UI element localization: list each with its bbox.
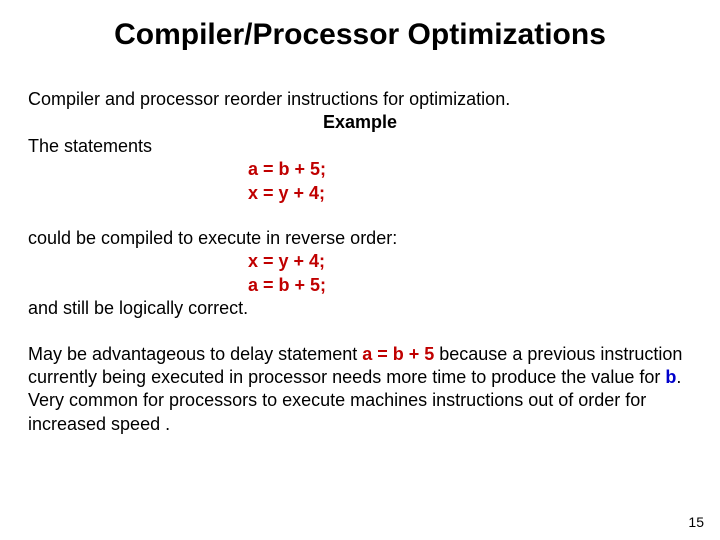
could-be-line: could be compiled to execute in reverse … <box>28 227 692 250</box>
and-still-line: and still be logically correct. <box>28 297 692 320</box>
page-number: 15 <box>688 514 704 530</box>
slide-container: Compiler/Processor Optimizations Compile… <box>0 0 720 540</box>
slide-title: Compiler/Processor Optimizations <box>48 18 672 52</box>
inline-code-a-eq-b-plus-5: a = b + 5 <box>362 344 434 364</box>
paragraph-2: could be compiled to execute in reverse … <box>28 227 692 321</box>
code1-line2: x = y + 4; <box>248 182 692 205</box>
code1-line1: a = b + 5; <box>248 158 692 181</box>
inline-code-b: b <box>665 367 676 387</box>
example-label: Example <box>28 111 692 134</box>
paragraph-1: Compiler and processor reorder instructi… <box>28 88 692 205</box>
the-statements-line: The statements <box>28 135 692 158</box>
code-block-1: a = b + 5; x = y + 4; <box>248 158 692 205</box>
code-block-2: x = y + 4; a = b + 5; <box>248 250 692 297</box>
code2-line1: x = y + 4; <box>248 250 692 273</box>
intro-line: Compiler and processor reorder instructi… <box>28 88 692 111</box>
para3-pre: May be advantageous to delay statement <box>28 344 362 364</box>
code2-line2: a = b + 5; <box>248 274 692 297</box>
paragraph-3: May be advantageous to delay statement a… <box>28 343 692 437</box>
slide-body: Compiler and processor reorder instructi… <box>28 88 692 436</box>
